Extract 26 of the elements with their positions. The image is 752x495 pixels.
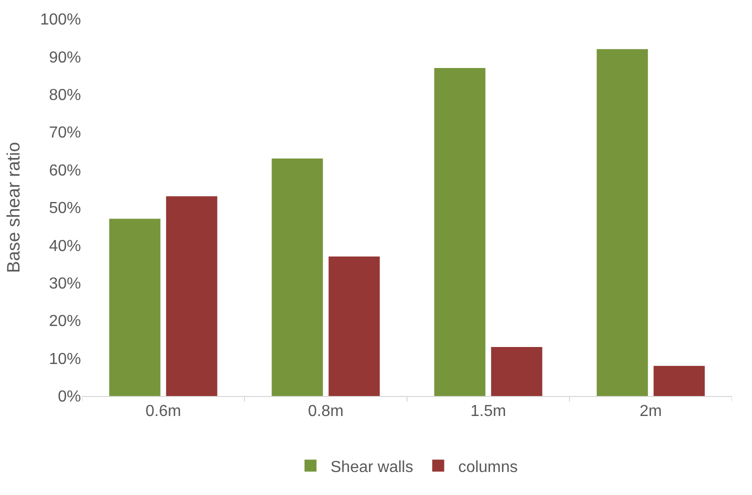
y-axis-title: Base shear ratio	[3, 142, 24, 274]
bar	[166, 196, 218, 396]
legend-label: columns	[458, 458, 518, 476]
bar	[272, 158, 323, 396]
x-tick-label: 1.5m	[470, 403, 506, 420]
y-tick-label: 20%	[48, 313, 81, 330]
x-tick-label: 2m	[640, 403, 662, 420]
bar	[328, 256, 380, 396]
y-tick-label: 50%	[48, 200, 81, 218]
bar	[596, 49, 648, 396]
legend-label: Shear walls	[330, 458, 414, 476]
y-tick-label: 70%	[48, 124, 81, 142]
y-tick-label: 80%	[48, 87, 81, 104]
y-tick-label: 30%	[48, 276, 81, 292]
y-tick-label: 0%	[58, 388, 81, 406]
bar	[654, 366, 705, 396]
y-tick-label: 10%	[48, 350, 81, 368]
y-tick-label: 90%	[48, 49, 81, 66]
y-tick-label: 40%	[48, 238, 81, 255]
x-tick-label: 0.8m	[308, 403, 344, 420]
bar	[434, 68, 486, 396]
y-tick-label: 60%	[48, 162, 81, 180]
y-tick-label: 100%	[40, 12, 81, 29]
x-tick-label: 0.6m	[145, 403, 182, 420]
bar	[109, 218, 160, 396]
bar	[491, 346, 542, 396]
